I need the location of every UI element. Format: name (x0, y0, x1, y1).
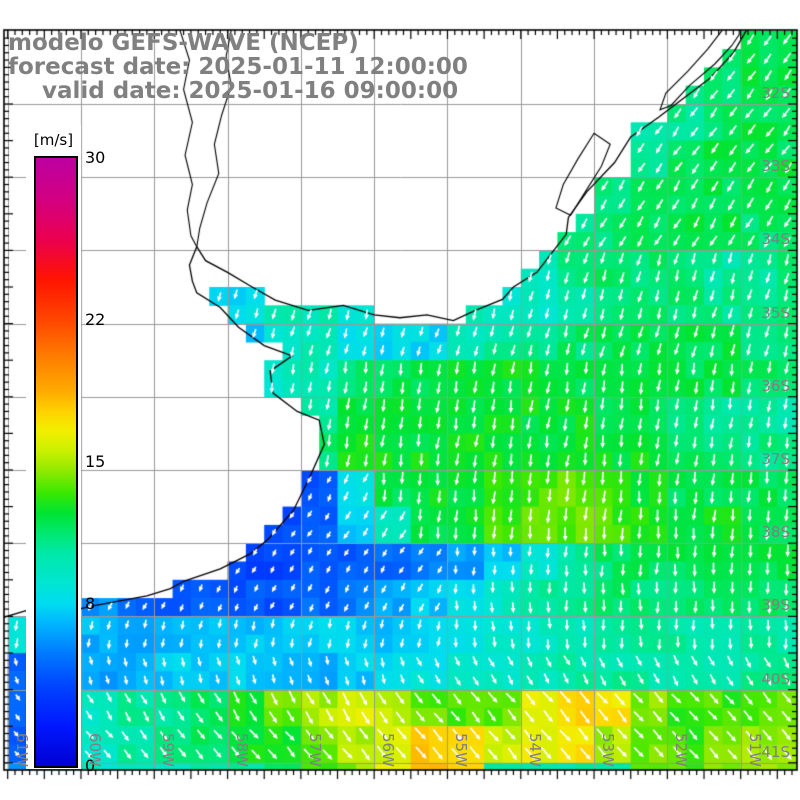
colorbar-tick-label: 0 (85, 756, 96, 775)
lat-label: 36S (761, 376, 790, 395)
colorbar-panel: [m/s] (26, 125, 81, 769)
lon-label: 56W (379, 733, 398, 767)
lat-label: 40S (761, 669, 790, 688)
lon-label: 57W (305, 733, 324, 767)
lon-label: 51W (745, 733, 764, 767)
lon-label: 53W (599, 733, 618, 767)
colorbar-tick-label: 22 (85, 310, 106, 330)
colorbar-tick-label: 8 (85, 593, 96, 613)
lon-label: 54W (525, 733, 544, 767)
colorbar-unit-label: [m/s] (33, 131, 74, 149)
lat-label: 33S (761, 157, 790, 176)
colorbar-tick-label: 30 (85, 148, 106, 167)
colorbar-tick-label: 15 (85, 452, 106, 471)
lon-label: 59W (159, 733, 178, 767)
lon-label: 55W (452, 733, 471, 767)
lat-label: 35S (761, 303, 790, 322)
colorbar-gradient (34, 156, 78, 768)
lat-label: 39S (761, 596, 790, 615)
lat-label: 41S (761, 742, 790, 761)
lat-label: 32S (761, 84, 790, 102)
lat-label: 38S (761, 523, 790, 542)
lat-label: 34S (761, 230, 790, 249)
lon-label: 61W (12, 733, 31, 767)
lon-label: 58W (232, 733, 251, 767)
lon-label: 52W (672, 733, 691, 767)
lat-label: 37S (761, 450, 790, 468)
lon-label: 60W (85, 733, 104, 767)
